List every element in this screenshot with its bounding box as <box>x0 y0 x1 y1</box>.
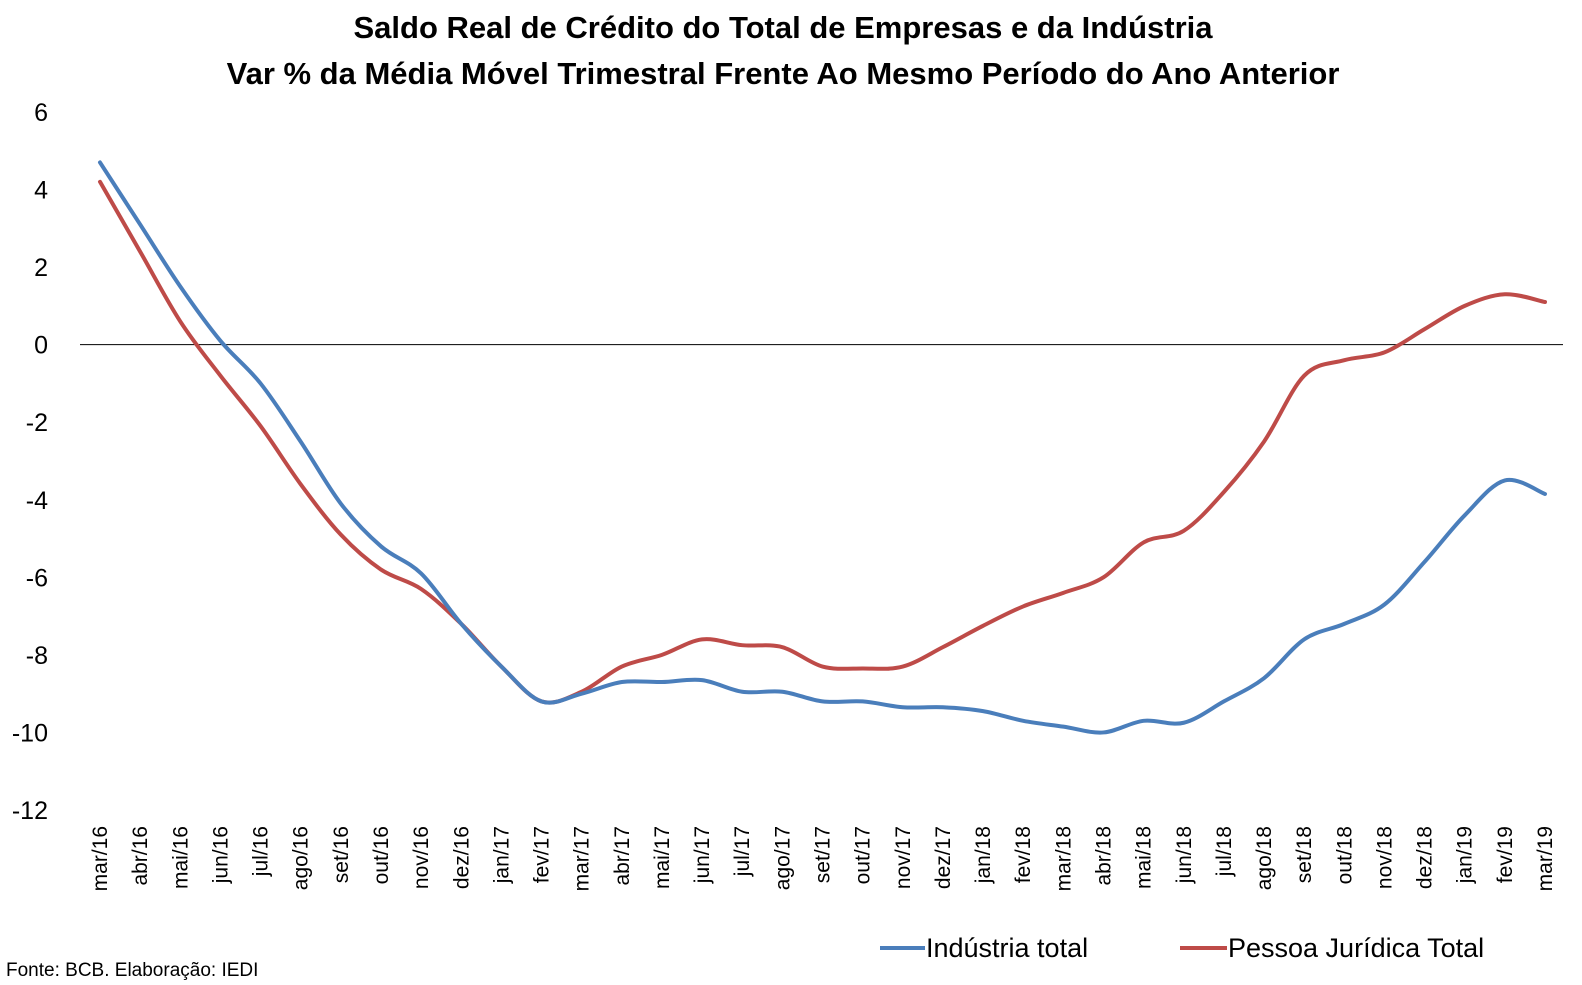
x-tick-label: fev/19 <box>1494 826 1517 883</box>
x-tick-label: abr/17 <box>611 826 634 886</box>
x-tick-label: mar/18 <box>1052 826 1075 891</box>
x-tick-label: mai/16 <box>169 826 192 889</box>
y-tick-label: -10 <box>12 719 48 747</box>
y-tick-label: 4 <box>34 177 48 205</box>
x-tick-label: dez/16 <box>450 826 473 889</box>
x-tick-label: abr/16 <box>129 826 152 886</box>
x-tick-label: nov/18 <box>1373 826 1396 889</box>
x-tick-label: mar/17 <box>571 826 594 891</box>
y-tick-label: 6 <box>34 99 48 127</box>
series-line-pessoa-juridica-total <box>98 179 1547 705</box>
y-tick-label: -12 <box>12 797 48 825</box>
x-tick-label: mai/18 <box>1133 826 1156 889</box>
chart-subtitle: Var % da Média Móvel Trimestral Frente A… <box>227 56 1340 91</box>
x-tick-label: ago/16 <box>290 826 313 890</box>
x-tick-label: jun/17 <box>691 826 714 884</box>
x-tick-label: out/18 <box>1333 826 1356 884</box>
x-tick-label: mar/19 <box>1534 826 1557 891</box>
y-tick-label: 2 <box>34 254 48 282</box>
x-tick-label: jun/16 <box>209 826 232 884</box>
y-tick-label: -8 <box>26 642 48 670</box>
x-tick-label: dez/17 <box>932 826 955 889</box>
x-tick-label: jun/18 <box>1173 826 1196 884</box>
x-tick-label: out/17 <box>852 826 875 884</box>
x-tick-label: nov/16 <box>410 826 433 889</box>
x-tick-label: fev/18 <box>1012 826 1035 883</box>
x-tick-label: fev/17 <box>531 826 554 883</box>
y-tick-label: -2 <box>26 409 48 437</box>
x-tick-label: abr/18 <box>1092 826 1115 886</box>
x-tick-label: jul/18 <box>1213 826 1236 877</box>
x-tick-label: jan/19 <box>1454 826 1477 884</box>
x-tick-label: jul/17 <box>731 826 754 877</box>
x-tick-label: ago/17 <box>771 826 794 890</box>
x-tick-label: set/16 <box>330 826 353 883</box>
x-tick-label: out/16 <box>370 826 393 884</box>
x-tick-label: set/17 <box>812 826 835 883</box>
y-tick-label: -6 <box>26 564 48 592</box>
x-tick-label: nov/17 <box>892 826 915 889</box>
x-tick-label: mai/17 <box>651 826 674 889</box>
y-axis: 6 4 2 0 -2 -4 -6 -8 -10 -12 <box>12 99 48 825</box>
x-tick-label: ago/18 <box>1253 826 1276 890</box>
x-tick-label: dez/18 <box>1414 826 1437 889</box>
y-tick-label: 0 <box>34 332 48 360</box>
legend-item-industria-total: Indústria total <box>926 933 1088 963</box>
x-axis: mar/16 abr/16 mai/16 jun/16 jul/16 ago/16 set/… <box>89 826 1557 891</box>
x-tick-label: jan/18 <box>972 826 995 884</box>
source-note: Fonte: BCB. Elaboração: IEDI <box>6 960 258 981</box>
x-tick-label: jul/16 <box>250 826 273 877</box>
legend-item-pessoa-juridica-total: Pessoa Jurídica Total <box>1228 933 1484 963</box>
legend: Indústria total Pessoa Jurídica Total <box>880 933 1484 963</box>
x-tick-label: mar/16 <box>89 826 112 891</box>
x-tick-label: set/18 <box>1293 826 1316 883</box>
series-line-industria-total <box>98 160 1547 735</box>
x-tick-label: jan/17 <box>490 826 513 884</box>
series-lines <box>98 160 1547 735</box>
y-tick-label: -4 <box>26 487 48 515</box>
chart-title: Saldo Real de Crédito do Total de Empres… <box>353 10 1213 45</box>
